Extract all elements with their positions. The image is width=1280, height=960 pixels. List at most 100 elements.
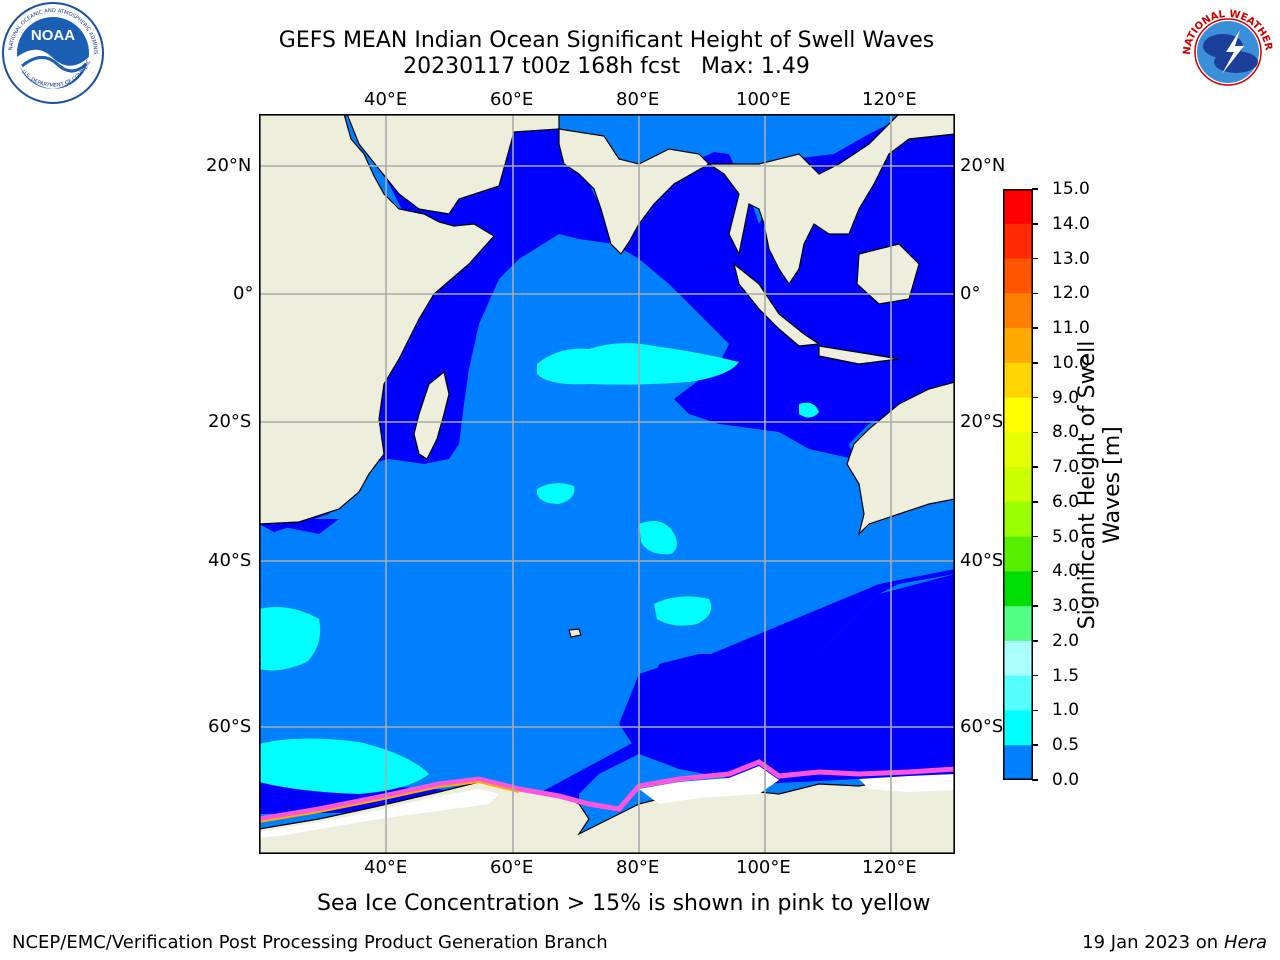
- colorbar-segment: [1003, 258, 1033, 294]
- map-panel: [259, 114, 955, 854]
- colorbar-segment: [1003, 189, 1033, 225]
- colorbar-tick-label: 15.0: [1052, 179, 1090, 199]
- lon-label-bottom-120e: 120°E: [862, 857, 917, 878]
- colorbar-tick-label: 2.0: [1052, 630, 1080, 651]
- swell-patch-1.0-1.5-a: [537, 343, 739, 385]
- colorbar-ticks: 15.0 14.0 13.0 12.0 11.0 10.0 9.0 8.0 7.0 6.0 5.0 4…: [1032, 180, 1102, 789]
- map-frame: [259, 114, 955, 854]
- colorbar-tick-label: 12.0: [1052, 283, 1090, 304]
- lat-label-right-60s: 60°S: [960, 716, 1004, 737]
- colorbar-tick-label: 6.0: [1052, 491, 1080, 512]
- lat-label-right-40s: 40°S: [960, 550, 1004, 571]
- colorbar-segment: [1003, 432, 1033, 468]
- colorbar-tick-label: 4.0: [1052, 561, 1080, 582]
- colorbar-tick-label: 9.0: [1052, 387, 1080, 408]
- colorbar-tick-label: 11.0: [1052, 318, 1090, 339]
- colorbar-tick-mark: [1032, 466, 1038, 468]
- footer-date: 19 Jan 2023 on Hera: [1082, 933, 1267, 953]
- lon-label-top-40e: 40°E: [364, 89, 408, 110]
- colorbar-tick-mark: [1032, 501, 1038, 503]
- colorbar-tick-label: 3.0: [1052, 596, 1080, 617]
- sea-ice-edge: [259, 759, 955, 822]
- colorbar-tick-mark: [1032, 605, 1038, 607]
- map-subtitle: 20230117 t00z 168h fcst Max: 1.49: [403, 54, 810, 79]
- colorbar-tick-label: 0.5: [1052, 735, 1080, 756]
- colorbar-tick-mark: [1032, 396, 1038, 399]
- colorbar-tick-label: 8.0: [1052, 422, 1080, 443]
- colorbar-tick-mark: [1032, 674, 1038, 677]
- lon-label-top-120e: 120°E: [862, 89, 917, 110]
- lat-label-left-60s: 60°S: [208, 716, 252, 737]
- colorbar-tick-mark: [1032, 535, 1038, 538]
- land-java: [818, 345, 900, 365]
- ocean-swell-0-0.5-south: [259, 569, 955, 812]
- colorbar-tick-mark: [1032, 362, 1038, 364]
- colorbar-segment: [1003, 745, 1033, 780]
- colorbar-tick-mark: [1032, 709, 1038, 712]
- sea-ice-white: [259, 789, 499, 838]
- land-borneo: [856, 243, 920, 305]
- sea-ice-caption: Sea Ice Concentration > 15% is shown in …: [317, 891, 931, 916]
- colorbar-tick-mark: [1032, 431, 1038, 434]
- lat-label-left-20s: 20°S: [208, 411, 252, 432]
- lon-label-top-60e: 60°E: [490, 89, 534, 110]
- footer-org: NCEP/EMC/Verification Post Processing Pr…: [12, 932, 608, 953]
- lon-label-bottom-100e: 100°E: [736, 857, 791, 878]
- colorbar-segment: [1003, 362, 1033, 399]
- land-australia: [846, 381, 955, 536]
- lat-label-right-20n: 20°N: [960, 155, 1006, 176]
- colorbar-tick-label: 1.5: [1052, 665, 1080, 686]
- land-indochina: [707, 114, 955, 286]
- lon-label-top-80e: 80°E: [616, 89, 660, 110]
- lon-label-bottom-40e: 40°E: [364, 857, 408, 878]
- map-grid: [259, 114, 955, 854]
- footer-host: Hera: [1223, 932, 1267, 953]
- colorbar-tick-label: 10.0: [1052, 352, 1090, 373]
- colorbar-segment: [1003, 640, 1033, 677]
- colorbar-tick-mark: [1032, 188, 1038, 190]
- colorbar-label-line2: Waves [m]: [1100, 426, 1125, 544]
- lat-label-right-0: 0°: [960, 283, 981, 304]
- lat-label-left-0: 0°: [233, 283, 254, 304]
- land-madagascar: [413, 370, 450, 460]
- map-title: GEFS MEAN Indian Ocean Significant Heigh…: [278, 28, 935, 53]
- lat-label-left-20n: 20°N: [206, 155, 252, 176]
- colorbar-segment: [1003, 606, 1033, 642]
- colorbar-tick-mark: [1032, 640, 1038, 642]
- colorbar-label-line1: Significant Height of Swell: [1075, 340, 1100, 630]
- lon-label-bottom-60e: 60°E: [490, 857, 534, 878]
- colorbar-border: [1003, 189, 1033, 780]
- colorbar-tick-mark: [1032, 223, 1038, 225]
- colorbar-segment: [1003, 675, 1033, 712]
- noaa-logo: NOAA NATIONAL OCEANIC AND ATMOSPHERIC AD…: [2, 2, 104, 104]
- colorbar-tick-label: 13.0: [1052, 248, 1090, 269]
- colorbar-tick-mark: [1032, 292, 1038, 295]
- colorbar-tick-label: 1.0: [1052, 700, 1080, 721]
- colorbar-segment: [1003, 501, 1033, 538]
- colorbar-tick-label: 5.0: [1052, 526, 1080, 547]
- colorbar-tick-mark: [1032, 327, 1038, 329]
- colorbar-tick-mark: [1032, 744, 1038, 746]
- lat-label-right-20s: 20°S: [960, 411, 1004, 432]
- colorbar-tick-mark: [1032, 570, 1038, 573]
- colorbar-segment: [1003, 571, 1033, 607]
- nws-logo: NATIONAL WEATHER SERVICE: [1178, 0, 1278, 100]
- colorbar-segment: [1003, 328, 1033, 364]
- land-kerguelen: [568, 628, 582, 638]
- colorbar-segment: [1003, 536, 1033, 573]
- colorbar-segment: [1003, 223, 1033, 260]
- noaa-logo-text: NOAA: [31, 27, 75, 44]
- lon-label-bottom-80e: 80°E: [616, 857, 660, 878]
- colorbar-segment: [1003, 293, 1033, 329]
- colorbar-segment: [1003, 467, 1033, 503]
- colorbar-tick-mark: [1032, 257, 1038, 260]
- colorbar-tick-label: 7.0: [1052, 457, 1080, 478]
- lon-label-top-100e: 100°E: [736, 89, 791, 110]
- colorbar-tick-label: 14.0: [1052, 213, 1090, 234]
- lat-label-left-40s: 40°S: [208, 550, 252, 571]
- colorbar-tick-mark: [1032, 779, 1038, 781]
- colorbar: [1003, 189, 1033, 780]
- colorbar-tick-label: 0.0: [1052, 770, 1080, 790]
- footer-date-text: 19 Jan 2023 on: [1082, 932, 1224, 953]
- colorbar-segment: [1003, 710, 1033, 746]
